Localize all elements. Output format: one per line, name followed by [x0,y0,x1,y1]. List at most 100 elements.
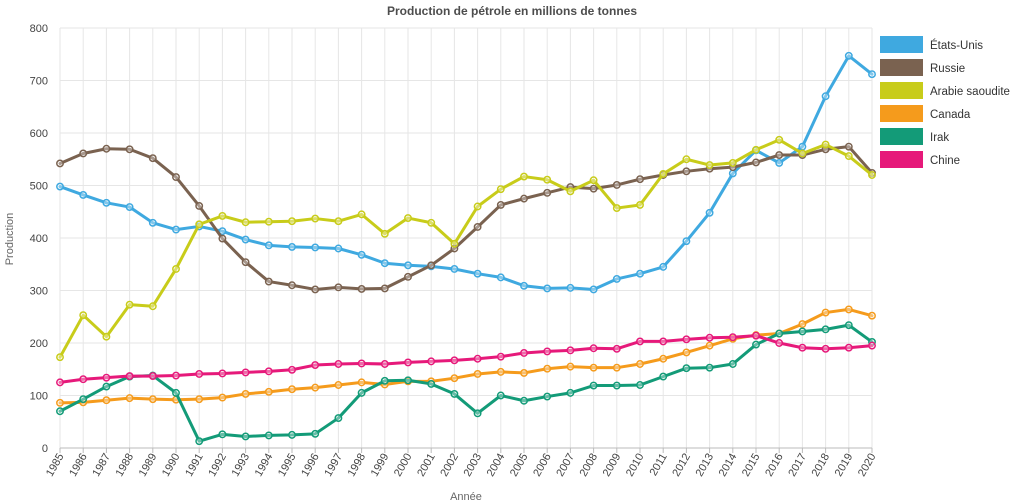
data-point[interactable]: États-Unis 1997: 380 [334,244,343,253]
data-point[interactable]: Arabie saoudite 2002: 389 [450,239,459,248]
data-point[interactable]: Chine 2014: 211 [728,333,737,342]
data-point[interactable]: Canada 2004: 145 [496,367,505,376]
data-point[interactable]: Arabie saoudite 2001: 429 [427,218,436,227]
data-point[interactable]: États-Unis 2007: 305 [566,283,575,292]
data-point[interactable]: Arabie saoudite 1996: 437 [311,214,320,223]
data-point[interactable]: Irak 2001: 122 [427,380,436,388]
data-point[interactable]: Canada 2005: 143 [520,368,528,377]
data-point[interactable]: Arabie saoudite 2017: 561 [798,149,807,158]
data-point[interactable]: États-Unis 2020: 712 [868,70,876,79]
data-point[interactable]: Chine 1996: 158 [311,361,320,369]
data-point[interactable]: Chine 2019: 191 [844,343,853,352]
legend-item[interactable]: Russie [880,59,965,76]
data-point[interactable]: Irak 1995: 25 [288,430,296,439]
data-point[interactable]: Arabie saoudite 2019: 556 [844,152,853,161]
data-point[interactable]: Russie 1993: 354 [241,258,250,267]
data-point[interactable]: Arabie saoudite 1992: 442 [218,212,227,220]
data-point[interactable]: États-Unis 2017: 574 [798,142,807,151]
data-point[interactable]: Canada 2019: 264 [844,305,853,314]
data-point[interactable]: Russie 1994: 317 [264,277,273,286]
data-point[interactable]: Russie 2006: 486 [543,188,552,197]
data-point[interactable]: Arabie saoudite 2008: 510 [589,176,598,185]
data-point[interactable]: Arabie saoudite 2013: 539 [705,161,714,169]
legend-item[interactable]: Irak [880,128,949,145]
data-point[interactable]: Canada 1994: 107 [264,387,273,396]
data-point[interactable]: Canada 1988: 95 [125,394,134,403]
data-point[interactable]: Canada 2017: 236 [798,320,807,329]
data-point[interactable]: Chine 1994: 146 [264,367,273,376]
data-point[interactable]: États-Unis 2016: 543 [775,158,784,167]
data-point[interactable]: Irak 1993: 22 [241,432,250,441]
data-point[interactable]: États-Unis 1987: 467 [102,198,111,207]
data-point[interactable]: Arabie saoudite 1994: 431 [264,217,273,226]
data-point[interactable]: États-Unis 1995: 383 [288,242,296,251]
data-point[interactable]: Chine 2012: 207 [682,335,691,344]
data-point[interactable]: Russie 2003: 421 [473,223,482,231]
data-point[interactable]: Canada 2018: 258 [821,308,830,317]
data-point[interactable]: Chine 2005: 181 [520,349,528,357]
data-point[interactable]: Russie 1990: 516 [172,173,180,182]
data-point[interactable]: Arabie saoudite 1990: 341 [172,265,180,273]
data-point[interactable]: Russie 2019: 574 [844,142,853,151]
data-point[interactable]: États-Unis 1998: 368 [357,250,366,259]
data-point[interactable]: Canada 2012: 182 [682,348,691,357]
data-point[interactable]: Chine 1999: 160 [380,360,389,368]
data-point[interactable]: Chine 1992: 142 [218,369,227,378]
data-point[interactable]: Russie 1998: 303 [357,284,366,293]
data-point[interactable]: Chine 2016: 200 [775,339,784,347]
data-point[interactable]: Irak 2008: 119 [589,381,598,390]
data-point[interactable]: États-Unis 1992: 413 [218,227,227,236]
data-point[interactable]: Chine 1991: 141 [195,370,204,378]
data-point[interactable]: Chine 1986: 131 [79,375,88,384]
data-point[interactable]: États-Unis 2019: 747 [844,51,853,60]
data-point[interactable]: Chine 1985: 125 [56,378,64,387]
data-point[interactable]: Canada 2006: 151 [543,364,552,373]
data-point[interactable]: Irak 2002: 103 [450,389,459,398]
data-point[interactable]: Canada 2002: 133 [450,374,459,383]
data-point[interactable]: Irak 2014: 160 [728,360,737,368]
data-point[interactable]: Irak 2016: 218 [775,329,784,338]
data-point[interactable]: Irak 1999: 128 [380,376,389,385]
data-point[interactable]: Chine 2004: 174 [496,352,505,361]
data-point[interactable]: Arabie saoudite 1985: 173 [56,353,64,362]
data-point[interactable]: Canada 2011: 170 [659,354,668,363]
data-point[interactable]: Irak 2019: 234 [844,321,853,330]
data-point[interactable]: Arabie saoudite 1988: 273 [125,300,134,309]
data-point[interactable]: Irak 1996: 27 [311,429,320,438]
data-point[interactable]: Irak 2006: 98 [543,392,552,401]
data-point[interactable]: Canada 1997: 120 [334,381,343,389]
data-point[interactable]: Arabie saoudite 1995: 432 [288,217,296,226]
data-point[interactable]: États-Unis 1999: 352 [380,259,389,268]
data-point[interactable]: Chine 2009: 189 [612,344,621,353]
data-point[interactable]: Arabie saoudite 2010: 463 [636,200,644,209]
data-point[interactable]: Russie 1995: 310 [288,281,296,290]
data-point[interactable]: Irak 2018: 226 [821,325,830,334]
data-point[interactable]: États-Unis 1994: 386 [264,241,273,250]
data-point[interactable]: Chine 2007: 186 [566,346,575,355]
data-point[interactable]: États-Unis 2012: 394 [682,237,691,246]
data-point[interactable]: Arabie saoudite 1986: 253 [79,311,88,320]
data-point[interactable]: Canada 1985: 86 [56,398,64,407]
data-point[interactable]: Russie 2001: 348 [427,261,436,270]
data-point[interactable]: Arabie saoudite 2012: 550 [682,155,691,164]
data-point[interactable]: États-Unis 2013: 448 [705,208,714,217]
data-point[interactable]: États-Unis 2003: 332 [473,269,482,278]
data-point[interactable]: Irak 2010: 120 [636,381,644,389]
data-point[interactable]: Irak 2004: 100 [496,391,505,400]
data-point[interactable]: Canada 2008: 153 [589,363,598,372]
data-point[interactable]: Canada 2007: 155 [566,362,575,371]
legend-item[interactable]: Canada [880,105,971,122]
data-point[interactable]: Russie 2010: 512 [636,175,644,184]
data-point[interactable]: Chine 2001: 165 [427,357,436,366]
data-point[interactable]: Canada 1987: 91 [102,396,111,405]
data-point[interactable]: Arabie saoudite 2009: 457 [612,204,621,213]
data-point[interactable]: Canada 1991: 93 [195,395,204,404]
data-point[interactable]: États-Unis 2006: 304 [543,284,552,293]
data-point[interactable]: Irak 1986: 93 [79,395,88,404]
data-point[interactable]: Arabie saoudite 2000: 438 [404,214,412,223]
data-point[interactable]: Russie 1996: 302 [311,285,320,294]
data-point[interactable]: Chine 2002: 167 [450,356,459,365]
data-point[interactable]: États-Unis 2009: 322 [612,275,621,283]
data-point[interactable]: Canada 1995: 112 [288,385,296,394]
data-point[interactable]: Russie 1991: 461 [195,202,204,210]
